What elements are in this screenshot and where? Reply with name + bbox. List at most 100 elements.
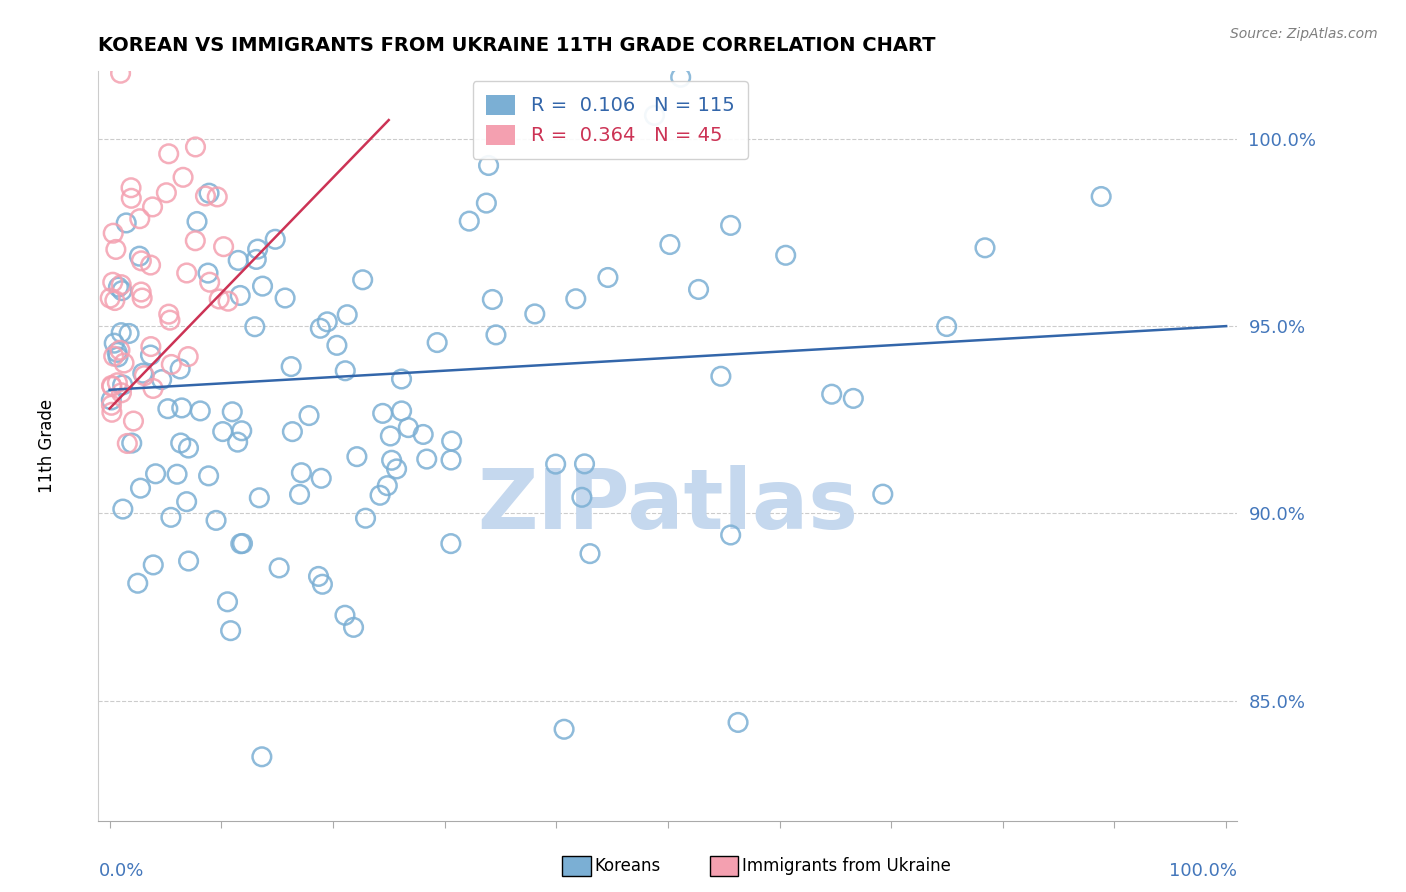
Point — [658, 237, 681, 252]
Point — [274, 291, 297, 305]
Point — [553, 723, 575, 737]
Point — [375, 478, 398, 492]
Point — [110, 385, 132, 400]
Point — [141, 200, 163, 214]
Point — [111, 284, 134, 298]
Point — [352, 273, 374, 287]
Point — [118, 326, 141, 341]
Point — [246, 242, 269, 256]
Point — [252, 279, 274, 293]
Point — [177, 350, 200, 364]
Point — [523, 307, 546, 321]
Point — [596, 270, 619, 285]
Point — [142, 558, 165, 572]
Point — [122, 414, 145, 428]
Point — [207, 190, 229, 204]
Point — [139, 258, 162, 272]
Point — [226, 435, 249, 450]
Point — [157, 307, 180, 321]
Point — [316, 315, 339, 329]
Point — [544, 457, 567, 471]
Point — [111, 502, 134, 516]
Point — [245, 252, 267, 267]
Point — [335, 364, 357, 378]
Legend: R =  0.106   N = 115, R =  0.364   N = 45: R = 0.106 N = 115, R = 0.364 N = 45 — [472, 81, 748, 159]
Point — [391, 372, 413, 386]
Text: ZIPatlas: ZIPatlas — [478, 466, 858, 547]
Point — [184, 140, 207, 154]
Point — [269, 561, 291, 575]
Point — [231, 424, 253, 438]
Point — [221, 405, 243, 419]
Text: 100.0%: 100.0% — [1170, 862, 1237, 880]
Point — [169, 362, 191, 376]
Point — [290, 466, 312, 480]
Point — [103, 226, 125, 240]
Point — [381, 453, 404, 467]
Point — [115, 216, 138, 230]
Point — [298, 409, 321, 423]
Point — [101, 379, 124, 393]
Point — [371, 406, 394, 420]
Point — [188, 404, 211, 418]
Point — [250, 749, 273, 764]
Point — [111, 378, 134, 392]
Point — [110, 66, 132, 80]
Point — [380, 429, 402, 443]
Point — [644, 108, 666, 122]
Point — [156, 401, 179, 416]
Point — [172, 170, 194, 185]
Point — [264, 232, 287, 246]
Point — [176, 494, 198, 508]
Point — [217, 595, 239, 609]
Point — [217, 294, 239, 309]
Point — [100, 398, 122, 412]
Point — [219, 624, 242, 638]
Point — [727, 715, 749, 730]
Point — [198, 186, 221, 201]
Point — [391, 404, 413, 418]
Point — [205, 513, 228, 527]
Point — [107, 350, 129, 364]
Point — [186, 214, 208, 228]
Point — [309, 321, 332, 335]
Point — [288, 487, 311, 501]
Point — [243, 319, 266, 334]
Point — [229, 288, 252, 302]
Text: 0.0%: 0.0% — [98, 862, 143, 880]
Point — [342, 620, 364, 634]
Point — [104, 243, 127, 257]
Point — [974, 241, 997, 255]
Point — [440, 536, 463, 550]
Point — [170, 401, 193, 415]
Point — [720, 219, 742, 233]
Point — [477, 159, 499, 173]
Point — [107, 280, 129, 294]
Point — [336, 308, 359, 322]
Point — [333, 608, 356, 623]
Point — [157, 146, 180, 161]
Point — [184, 234, 207, 248]
Point — [194, 189, 217, 203]
Point — [139, 340, 162, 354]
Point — [842, 392, 865, 406]
Point — [688, 282, 710, 296]
Point — [426, 335, 449, 350]
Point — [208, 292, 231, 306]
Point — [121, 436, 143, 450]
Point — [311, 577, 333, 591]
Point — [139, 348, 162, 362]
Point — [120, 180, 142, 194]
Point — [308, 569, 330, 583]
Point — [872, 487, 894, 501]
Point — [129, 285, 152, 299]
Point — [229, 537, 252, 551]
Point — [110, 277, 132, 292]
Point — [309, 471, 332, 485]
Point — [145, 467, 167, 481]
Point — [160, 358, 183, 372]
Point — [481, 293, 503, 307]
Point — [129, 481, 152, 495]
Point — [177, 554, 200, 568]
Point — [105, 376, 128, 390]
